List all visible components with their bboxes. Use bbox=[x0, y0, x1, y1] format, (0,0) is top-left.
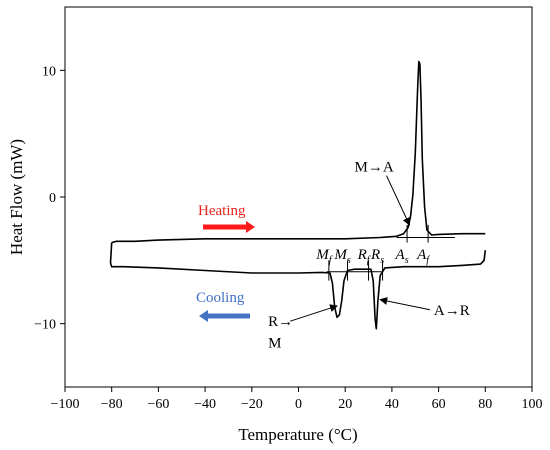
plot-frame bbox=[64, 6, 533, 388]
x-tick-label: −20 bbox=[241, 397, 263, 412]
legend-arrow-cooling bbox=[199, 310, 250, 322]
annotation-arrow-3 bbox=[289, 304, 338, 322]
legend-label-cooling: Cooling bbox=[196, 290, 245, 306]
series-line-2 bbox=[109, 242, 487, 330]
markers-group: As Af Mf Ms Rf Rs bbox=[315, 224, 430, 281]
x-tick-label: −100 bbox=[51, 397, 80, 412]
legend-arrow-heating bbox=[203, 221, 255, 233]
transition-label-Rs: Rs bbox=[370, 247, 384, 266]
x-tick-label: −60 bbox=[147, 397, 169, 412]
x-tick-label: 20 bbox=[338, 397, 352, 412]
x-tick-label: 100 bbox=[522, 397, 543, 412]
annotations-group: M→A A→R R→ M bbox=[268, 160, 470, 352]
y-tick-label: 0 bbox=[49, 191, 56, 206]
annotation-1: M→A bbox=[355, 160, 394, 176]
y-axis-title: Heat Flow (mW) bbox=[7, 139, 26, 255]
x-axis: −100 −80 −60 −40 −20 0 20 40 60 80 100 bbox=[51, 387, 543, 412]
annotation-4: M bbox=[268, 336, 281, 352]
transition-label-Af: Af bbox=[416, 247, 430, 266]
transition-label-Ms: Ms bbox=[333, 247, 351, 266]
x-tick-label: 60 bbox=[432, 397, 446, 412]
annotation-3: R→ bbox=[268, 314, 293, 330]
y-tick-label: 10 bbox=[42, 64, 56, 79]
curves-group bbox=[109, 60, 487, 330]
annotation-2: A→R bbox=[434, 303, 470, 319]
x-tick-label: 40 bbox=[385, 397, 399, 412]
legend-group: Heating Cooling bbox=[196, 203, 255, 322]
x-tick-label: −40 bbox=[194, 397, 216, 412]
x-tick-label: 0 bbox=[295, 397, 302, 412]
legend-label-heating: Heating bbox=[198, 203, 246, 219]
x-tick-label: −80 bbox=[101, 397, 123, 412]
annotation-arrow-2 bbox=[379, 297, 431, 311]
transition-label-Rf: Rf bbox=[357, 247, 371, 266]
series-line-1 bbox=[111, 60, 486, 244]
baselines-group bbox=[326, 237, 455, 273]
x-tick-label: 80 bbox=[478, 397, 492, 412]
x-axis-title: Temperature (°C) bbox=[238, 425, 357, 444]
y-axis: 10 0 −10 bbox=[34, 64, 65, 333]
transition-label-As: As bbox=[395, 247, 409, 266]
annotation-arrow-1 bbox=[386, 175, 411, 226]
transition-label-Mf: Mf bbox=[315, 247, 333, 266]
y-tick-label: −10 bbox=[34, 318, 56, 333]
